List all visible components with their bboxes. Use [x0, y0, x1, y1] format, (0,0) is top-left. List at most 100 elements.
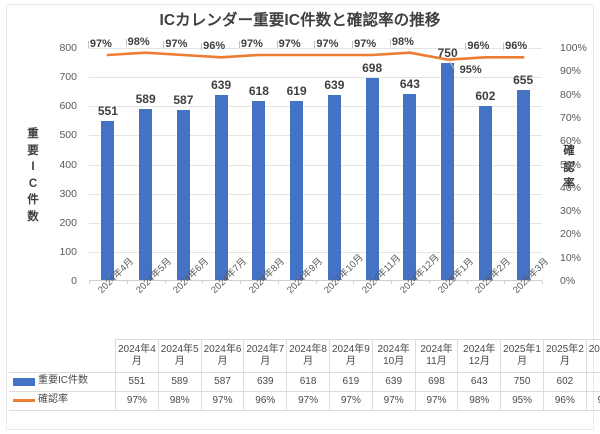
label-leader-line [314, 41, 316, 48]
table-cell: 551 [115, 372, 159, 392]
y-tick-label-right: 20% [560, 228, 582, 241]
table-column-header: 2025年3月 [585, 339, 600, 373]
legend-label: 確認率 [38, 394, 68, 406]
y-tick-label-left: 200 [59, 216, 77, 229]
bar-value-label: 643 [399, 76, 420, 91]
table-cell: 95% [500, 391, 544, 411]
y-tick-label-right: 10% [560, 251, 582, 264]
x-tick [391, 281, 392, 284]
gridline [89, 106, 542, 108]
table-cell: 96% [585, 391, 600, 411]
table-cell: 98% [457, 391, 502, 411]
table-cell: 639 [243, 372, 288, 392]
bar [290, 100, 304, 281]
legend-line-swatch-icon [13, 398, 35, 402]
table-cell: 96% [542, 391, 587, 411]
line-value-label: 97% [354, 38, 377, 50]
table-column-header: 2024年4月 [115, 339, 159, 373]
table-cell: 97% [200, 391, 245, 411]
table-cell: 589 [157, 372, 202, 392]
x-tick [240, 281, 241, 284]
data-table: 2024年4月 2024年5月 2024年6月 2024年7月 2024年8月 2024年… [9, 339, 600, 411]
x-tick [89, 281, 90, 284]
line-value-label: 98% [391, 35, 414, 48]
bar [252, 101, 266, 281]
table-column-header: 2024年5月 [157, 339, 202, 373]
table-cell: 655 [585, 372, 600, 392]
y-tick-label-left: 600 [59, 100, 77, 113]
table-cell: 643 [457, 372, 502, 392]
y-axis-title-right: 確 認 率 [563, 145, 575, 190]
bar-value-label: 750 [437, 45, 458, 60]
x-axis-labels: 2024年4月 2024年5月 2024年6月 2024年7月 2024年8月 2024年… [89, 252, 551, 334]
bar-value-label: 619 [286, 83, 307, 98]
table-cell: 98% [157, 391, 202, 411]
bar-value-label: 602 [475, 88, 496, 103]
plot-area: 0 100 200 300 400 500 600 700 800 0% 10% 20% 30% 40%… [59, 36, 586, 287]
bar-value-label: 618 [248, 84, 269, 98]
y-tick-label-left: 800 [59, 42, 77, 54]
gridline [89, 164, 542, 166]
x-tick [315, 281, 317, 284]
line-value-label: 96% [203, 40, 226, 53]
y-axis-title-left: 重 要 I C 件 数 [27, 128, 39, 223]
bar [139, 109, 153, 281]
bar [327, 94, 341, 281]
bar-value-label: 639 [211, 77, 232, 92]
table-header-row: 2024年4月 2024年5月 2024年6月 2024年7月 2024年8月 2024年… [9, 339, 600, 373]
label-leader-line [201, 43, 203, 51]
bar-value-label: 551 [97, 103, 118, 118]
table-cell: 619 [328, 372, 373, 392]
table-column-header: 2024年9月 [328, 339, 373, 373]
table-column-header: 2025年2月 [542, 339, 587, 373]
line-series [106, 51, 525, 61]
y-tick-label-left: 0 [71, 275, 77, 287]
table-cell: 602 [542, 372, 587, 392]
y-tick-label-left: 100 [59, 245, 77, 258]
table-column-header: 2024年10月 [371, 339, 416, 373]
y-tick-label-right: 80% [560, 88, 582, 101]
table-legend-cell: 重要IC件数 [9, 372, 116, 392]
bar [365, 77, 379, 281]
table-cell: 750 [500, 372, 544, 392]
bar-value-label: 589 [135, 92, 156, 107]
table-cell: 97% [115, 391, 159, 411]
label-leader-line [125, 38, 127, 46]
line-value-label: 97% [278, 38, 301, 50]
table-legend-cell: 確認率 [9, 391, 116, 411]
table-column-header: 2024年11月 [414, 339, 459, 373]
bar-value-label: 698 [362, 60, 383, 75]
table-column-header: 2024年6月 [200, 339, 245, 373]
line-value-label: 95% [459, 63, 482, 76]
table-row: 重要IC件数5515895876396186196396986437506026… [9, 372, 600, 392]
label-leader-line [87, 41, 89, 48]
label-leader-line [352, 41, 354, 48]
y-tick-label-right: 50% [560, 158, 582, 171]
y-tick-label-right: 40% [560, 181, 582, 194]
table-cell: 96% [243, 391, 288, 411]
legend-label: 重要IC件数 [38, 375, 88, 387]
y-tick-label-right: 100% [560, 42, 587, 54]
line-value-label: 96% [467, 40, 490, 53]
label-leader-line [503, 43, 505, 51]
table-cell: 639 [371, 372, 416, 392]
label-leader-line [163, 41, 165, 48]
table-column-header: 2024年7月 [243, 339, 288, 373]
gridline [89, 77, 542, 79]
x-tick [428, 281, 430, 284]
gridline [89, 193, 542, 195]
bar [176, 110, 190, 281]
bar [478, 105, 492, 281]
y-tick-label-left: 700 [59, 71, 77, 84]
table-body: 重要IC件数5515895876396186196396986437506026… [9, 372, 600, 411]
x-tick [542, 281, 543, 284]
y-tick-label-left: 300 [59, 187, 77, 200]
y-tick-label-right: 30% [560, 205, 582, 218]
y-tick-label-left: 500 [59, 129, 77, 142]
table-cell: 97% [414, 391, 459, 411]
table-cell: 698 [414, 372, 459, 392]
line-value-label: 96% [505, 40, 528, 53]
line-value-label: 97% [316, 38, 339, 50]
gridline [89, 251, 542, 253]
